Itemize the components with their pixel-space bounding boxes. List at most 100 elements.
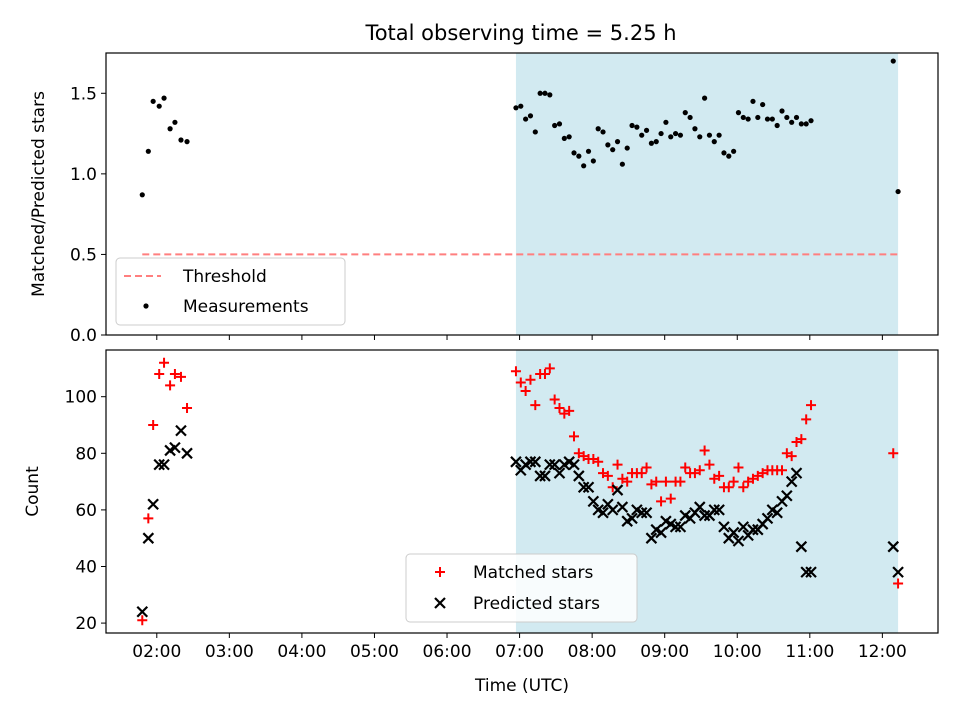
y-tick-label: 100 xyxy=(65,388,97,408)
data-point xyxy=(577,481,590,494)
data-point xyxy=(172,119,178,125)
data-point xyxy=(175,371,186,382)
data-point xyxy=(704,459,715,470)
data-point xyxy=(136,605,149,618)
data-point xyxy=(728,476,739,487)
count-panel: 02:00 03:00 04:00 05:00 06:00 07:00 08:00 09:00… xyxy=(23,349,939,696)
x-axis-label: Time (UTC) xyxy=(474,676,569,696)
data-point xyxy=(156,103,162,109)
data-point xyxy=(750,98,756,104)
data-point xyxy=(890,58,896,64)
legend: Matched stars Predicted stars xyxy=(405,553,638,623)
data-point xyxy=(893,578,904,589)
data-point xyxy=(697,134,703,140)
observing-window xyxy=(515,53,899,335)
data-point xyxy=(581,163,587,169)
legend-key-measurements xyxy=(143,303,149,309)
y-tick-label: 0.5 xyxy=(70,245,97,265)
data-point xyxy=(161,95,167,101)
legend: Threshold Measurements xyxy=(115,257,346,326)
data-point xyxy=(800,566,812,578)
data-point xyxy=(597,506,609,519)
data-point xyxy=(585,148,592,154)
series-matched-stars xyxy=(137,357,904,626)
axes-frame xyxy=(105,349,939,634)
x-tick-label: 06:00 xyxy=(423,642,472,662)
data-point xyxy=(784,114,790,121)
data-point xyxy=(524,456,537,468)
ratio-panel: 0.0 0.5 1.0 1.5 Matched/Predicted stars Thres… xyxy=(29,52,939,346)
data-point xyxy=(564,405,575,416)
data-point xyxy=(610,147,616,153)
data-point xyxy=(737,521,750,533)
x-tick-label: 03:00 xyxy=(205,642,254,662)
data-point xyxy=(622,476,633,487)
data-point xyxy=(587,495,600,508)
data-point xyxy=(150,98,156,104)
x-tick-label: 04:00 xyxy=(277,642,326,662)
data-point xyxy=(554,403,565,414)
data-point xyxy=(774,122,780,129)
data-point xyxy=(569,431,579,442)
data-point xyxy=(777,465,787,476)
data-point xyxy=(740,114,746,121)
data-point xyxy=(148,419,159,430)
data-point xyxy=(692,126,698,132)
data-point xyxy=(184,139,190,145)
x-tick-label: 11:00 xyxy=(785,642,834,662)
data-point xyxy=(682,110,688,116)
data-point xyxy=(605,142,611,148)
data-point xyxy=(553,467,566,479)
data-point xyxy=(674,521,687,533)
data-point xyxy=(663,119,669,125)
x-tick-label: 09:00 xyxy=(640,642,689,662)
data-point xyxy=(175,424,187,437)
data-point xyxy=(798,121,804,127)
data-point xyxy=(530,400,541,411)
y-tick-label: 80 xyxy=(75,444,97,464)
data-point xyxy=(510,456,522,468)
data-point xyxy=(803,121,809,127)
data-point xyxy=(571,150,577,156)
legend-box xyxy=(115,257,346,326)
data-point xyxy=(142,532,155,544)
data-point xyxy=(653,139,659,145)
data-point xyxy=(687,114,693,121)
data-point xyxy=(154,369,165,380)
data-point xyxy=(892,566,904,578)
data-point xyxy=(895,188,901,195)
data-point xyxy=(539,470,551,482)
data-point xyxy=(781,489,793,502)
data-point xyxy=(153,458,165,471)
figure-title: Total observing time = 5.25 h xyxy=(364,21,676,45)
data-point xyxy=(711,139,717,145)
data-point xyxy=(888,448,899,459)
data-point xyxy=(651,476,662,487)
data-point xyxy=(677,132,684,138)
data-point xyxy=(769,116,775,122)
data-point xyxy=(510,366,521,377)
data-point xyxy=(178,137,184,143)
data-point xyxy=(523,116,529,122)
legend-key-predicted xyxy=(434,597,446,609)
y-tick-label: 60 xyxy=(75,501,97,521)
data-point xyxy=(582,481,595,494)
data-point xyxy=(513,105,519,111)
data-point xyxy=(616,501,629,513)
data-point xyxy=(169,441,181,454)
series-predicted-stars xyxy=(136,424,904,618)
y-axis-label: Matched/Predicted stars xyxy=(29,91,49,297)
axes-frame xyxy=(105,52,939,336)
data-point xyxy=(786,451,797,462)
data-point xyxy=(159,357,170,368)
data-point xyxy=(771,506,783,519)
data-point xyxy=(761,512,774,525)
data-point xyxy=(548,458,561,471)
data-point xyxy=(182,403,193,414)
data-point xyxy=(726,153,732,159)
data-point xyxy=(165,380,176,391)
data-point xyxy=(515,377,526,388)
data-point xyxy=(745,116,751,122)
data-point xyxy=(595,126,601,132)
data-point xyxy=(660,476,671,487)
